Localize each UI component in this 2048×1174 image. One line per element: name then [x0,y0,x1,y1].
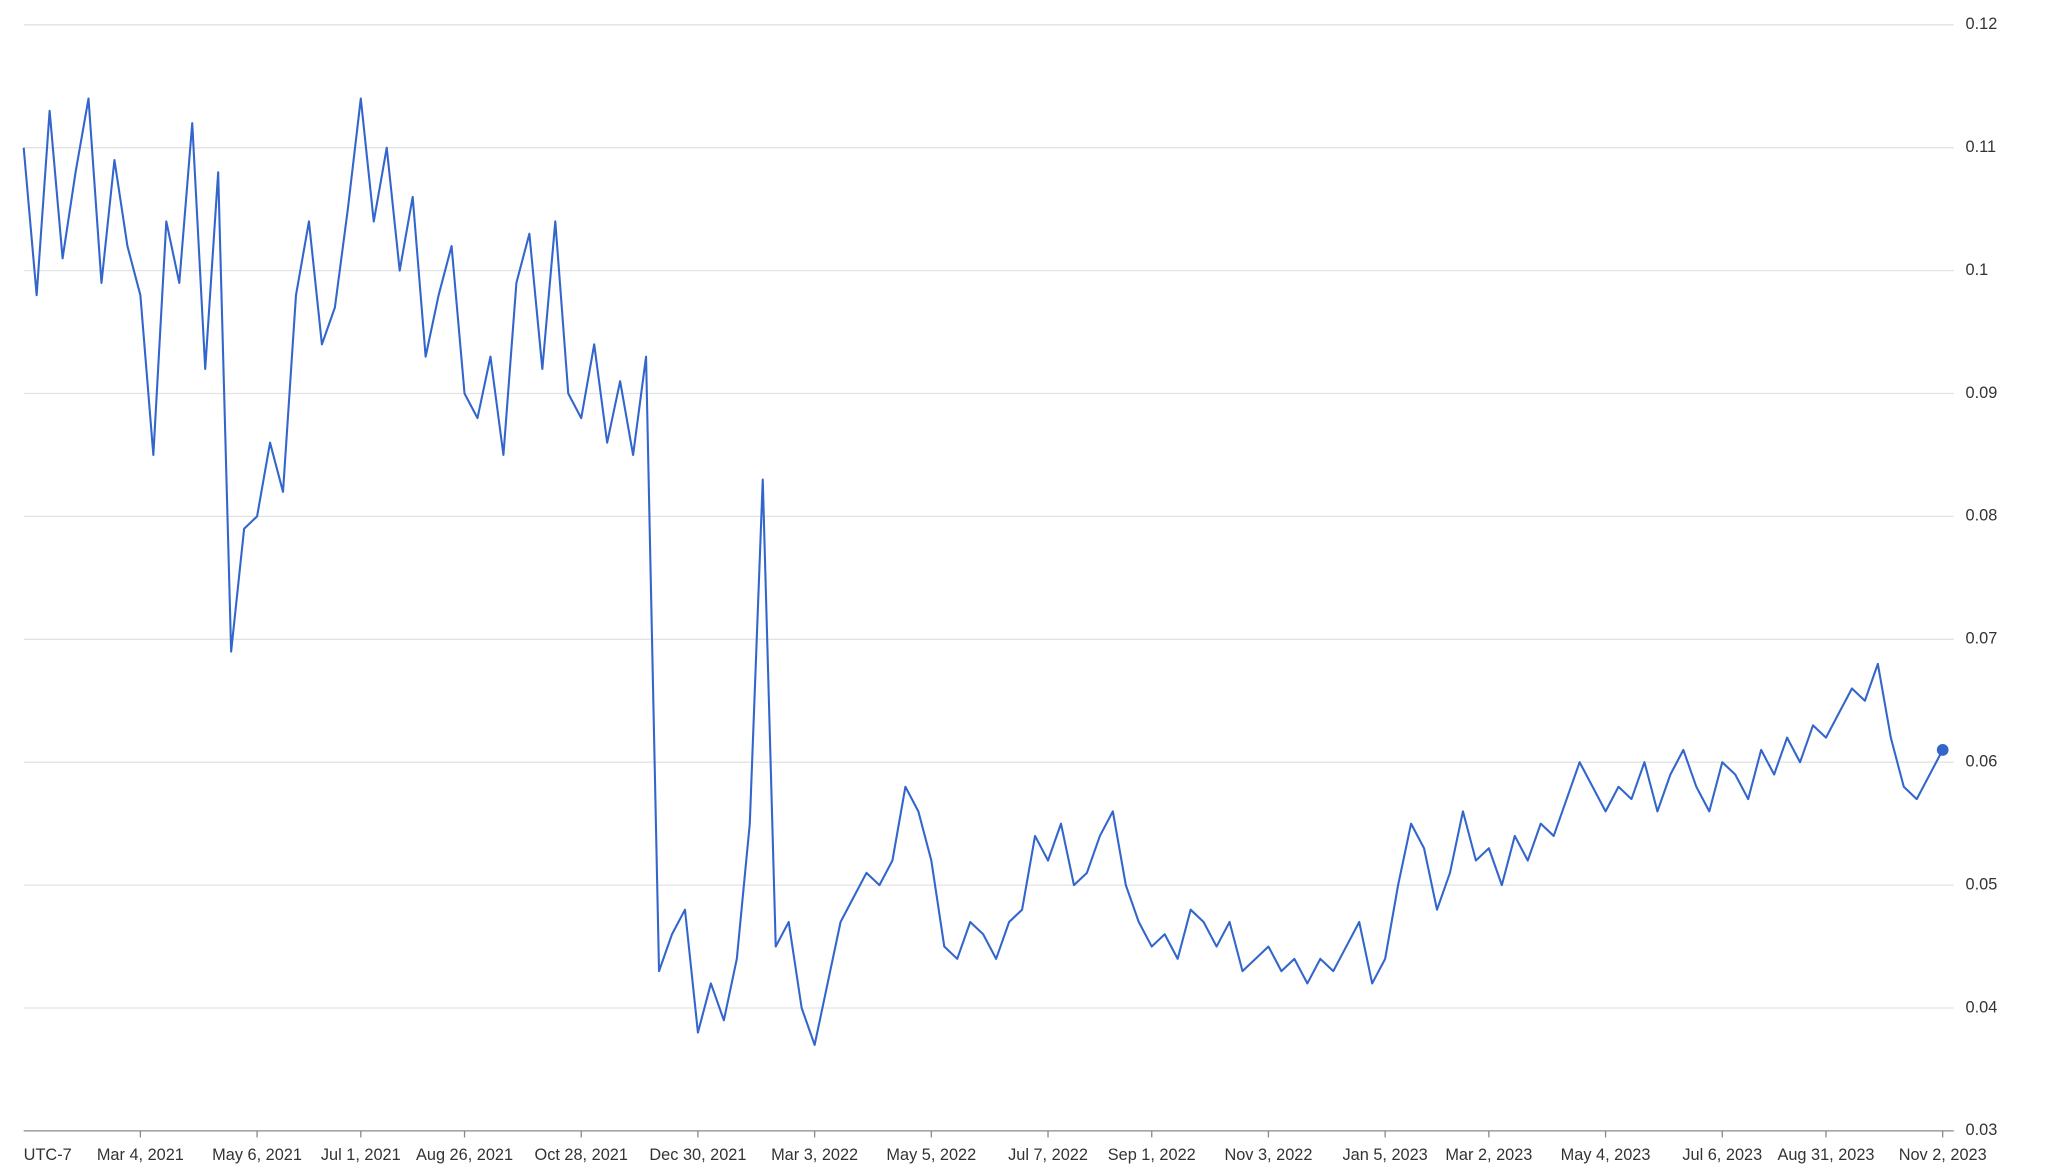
data-line [22,97,1944,1046]
y-tick-label: 0.06 [1966,753,1998,771]
x-tick-label: May 6, 2021 [212,1146,302,1164]
y-tick-label: 0.07 [1966,630,1998,648]
y-tick-label: 0.09 [1966,384,1998,402]
x-tick-label: May 4, 2023 [1561,1146,1651,1164]
timezone-label: UTC-7 [24,1146,72,1164]
x-tick-label: Jul 6, 2023 [1682,1146,1762,1164]
y-tick-label: 0.05 [1966,875,1998,893]
last-point [1936,744,1949,756]
y-tick-label: 0.11 [1966,138,1997,156]
x-tick-label: Jan 5, 2023 [1343,1146,1428,1164]
x-tick-label: Jul 7, 2022 [1008,1146,1088,1164]
x-tick-label: Oct 28, 2021 [535,1146,628,1164]
x-tick-label: Jul 1, 2021 [321,1146,401,1164]
x-tick-label: Mar 4, 2021 [97,1146,184,1164]
x-tick-label: Dec 30, 2021 [649,1146,746,1164]
x-tick-label: Nov 3, 2022 [1224,1146,1312,1164]
x-tick-label: Sep 1, 2022 [1108,1146,1196,1164]
x-tick-label: Mar 3, 2022 [771,1146,858,1164]
x-tick-label: Nov 2, 2023 [1899,1146,1987,1164]
x-tick-label: Mar 2, 2023 [1445,1146,1532,1164]
x-tick-label: Aug 31, 2023 [1777,1146,1874,1164]
y-tick-label: 0.03 [1966,1121,1998,1139]
y-tick-label: 0.1 [1966,261,1989,279]
y-tick-label: 0.04 [1966,998,1998,1016]
y-tick-label: 0.08 [1966,507,1998,525]
x-tick-label: May 5, 2022 [886,1146,976,1164]
x-tick-label: Aug 26, 2021 [416,1146,513,1164]
y-tick-label: 0.12 [1966,15,1998,33]
